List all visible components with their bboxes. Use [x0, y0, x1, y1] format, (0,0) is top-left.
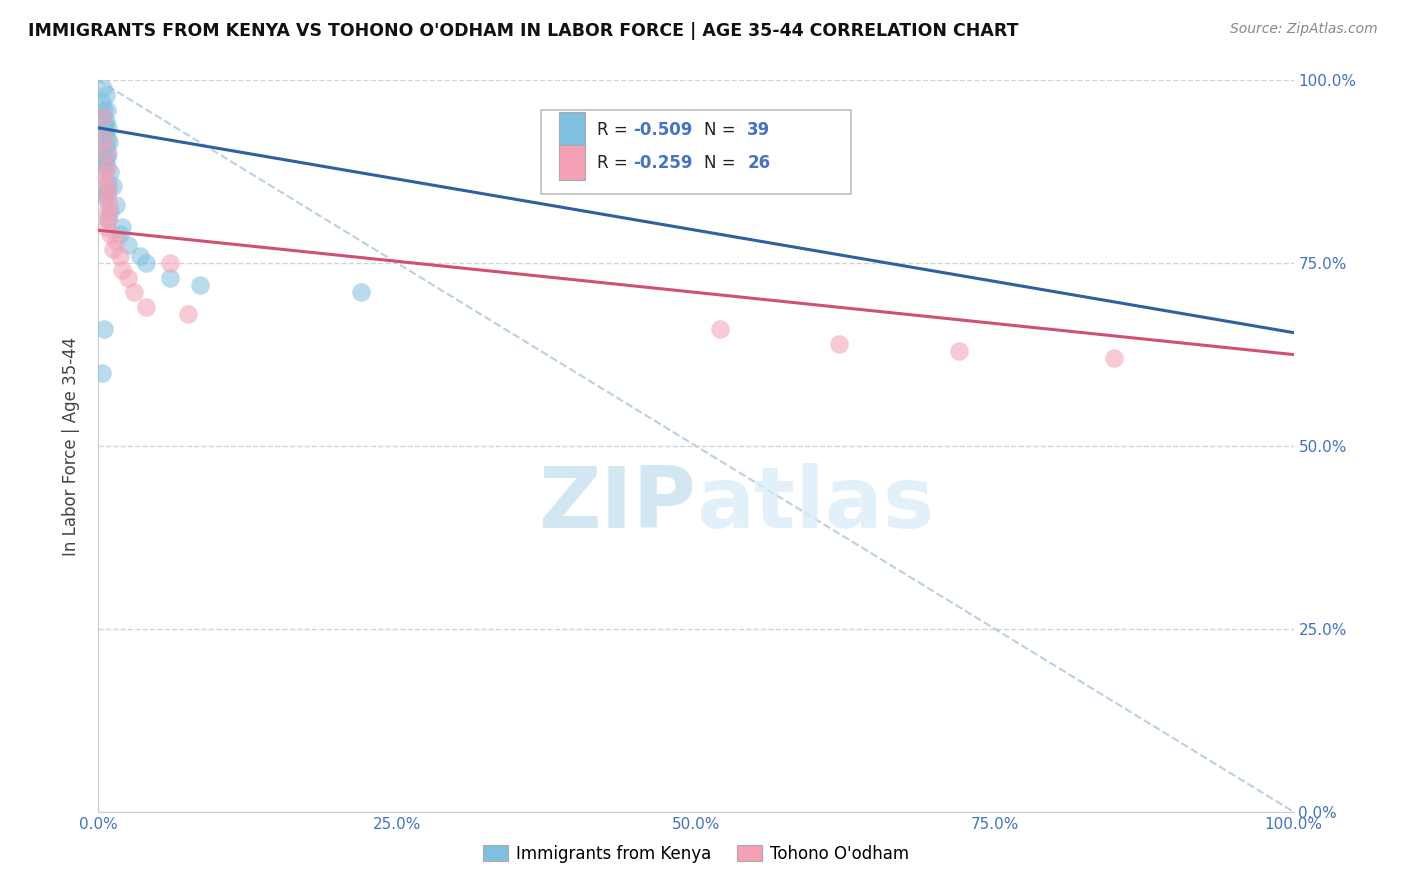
Point: [93, 153, 115, 168]
Point: [91, 110, 114, 124]
Point: [98, 227, 122, 241]
Point: [94, 146, 117, 161]
Legend: Immigrants from Kenya, Tohono O'odham: Immigrants from Kenya, Tohono O'odham: [477, 838, 915, 869]
Text: Source: ZipAtlas.com: Source: ZipAtlas.com: [1230, 22, 1378, 37]
Point: [105, 234, 128, 248]
FancyBboxPatch shape: [558, 112, 585, 147]
Point: [93, 169, 115, 183]
Point: [350, 285, 373, 300]
Point: [96, 132, 118, 146]
Point: [96, 190, 118, 204]
Point: [91, 80, 114, 95]
Y-axis label: In Labor Force | Age 35-44: In Labor Force | Age 35-44: [62, 336, 80, 556]
Point: [94, 124, 117, 138]
Point: [94, 157, 117, 171]
Point: [97, 146, 120, 161]
Point: [709, 322, 731, 336]
Point: [94, 183, 117, 197]
Point: [91, 143, 114, 157]
Text: IMMIGRANTS FROM KENYA VS TOHONO O'ODHAM IN LABOR FORCE | AGE 35-44 CORRELATION C: IMMIGRANTS FROM KENYA VS TOHONO O'ODHAM …: [28, 22, 1018, 40]
Point: [91, 366, 114, 380]
Text: N =: N =: [704, 121, 741, 139]
Point: [98, 136, 121, 150]
Text: 39: 39: [748, 121, 770, 139]
Point: [91, 110, 114, 124]
Point: [96, 103, 118, 117]
Point: [96, 161, 118, 175]
Point: [124, 285, 146, 300]
FancyBboxPatch shape: [540, 110, 852, 194]
Point: [96, 186, 118, 201]
Point: [94, 87, 117, 102]
Text: N =: N =: [704, 154, 741, 172]
Point: [108, 249, 131, 263]
Point: [948, 343, 970, 358]
Point: [98, 205, 122, 219]
Point: [93, 132, 115, 146]
Point: [96, 150, 118, 164]
Text: -0.509: -0.509: [633, 121, 692, 139]
Point: [93, 117, 115, 131]
Point: [101, 179, 124, 194]
FancyBboxPatch shape: [558, 145, 585, 180]
Point: [91, 95, 114, 110]
Point: [98, 164, 122, 178]
Point: [94, 219, 117, 234]
Point: [159, 270, 181, 285]
Point: [135, 256, 157, 270]
Text: R =: R =: [596, 121, 633, 139]
Point: [94, 139, 117, 153]
Text: -0.259: -0.259: [633, 154, 692, 172]
Point: [97, 212, 120, 227]
Text: atlas: atlas: [696, 463, 934, 546]
Point: [828, 336, 851, 351]
Text: ZIP: ZIP: [538, 463, 696, 546]
Point: [98, 197, 121, 211]
Point: [188, 278, 211, 293]
Point: [108, 227, 131, 241]
Point: [94, 113, 117, 128]
Point: [111, 263, 134, 277]
Point: [105, 197, 128, 211]
Point: [94, 176, 117, 190]
Point: [93, 322, 115, 336]
Point: [97, 183, 120, 197]
Point: [129, 249, 152, 263]
Text: R =: R =: [596, 154, 633, 172]
Point: [97, 120, 120, 135]
Point: [96, 205, 118, 219]
Point: [117, 270, 139, 285]
Point: [177, 307, 200, 321]
Point: [135, 300, 157, 314]
Point: [93, 190, 115, 204]
Point: [97, 176, 120, 190]
Point: [159, 256, 181, 270]
Point: [93, 103, 115, 117]
Point: [1102, 351, 1125, 366]
Point: [101, 242, 124, 256]
Point: [97, 212, 120, 227]
Point: [91, 161, 114, 175]
Point: [111, 219, 134, 234]
Point: [117, 238, 139, 252]
Text: 26: 26: [748, 154, 770, 172]
Point: [93, 128, 115, 143]
